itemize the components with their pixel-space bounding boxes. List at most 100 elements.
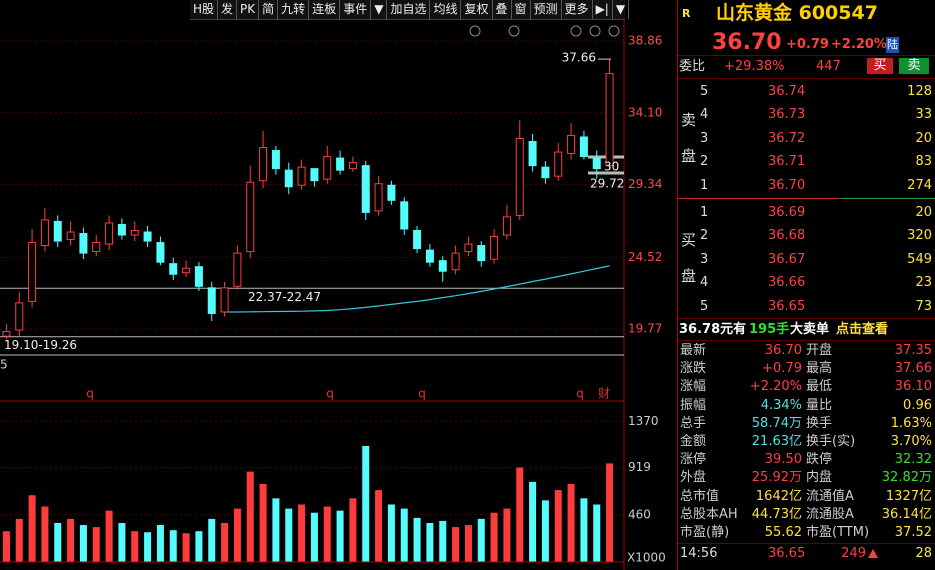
separator (678, 340, 935, 341)
candle-body (246, 181, 255, 253)
toolbar-button[interactable]: 预测 (531, 0, 562, 19)
ratio: +29.38% (724, 59, 785, 74)
notice[interactable]: 点击查看 (836, 322, 889, 337)
stat-value: 25.92万 (751, 470, 802, 486)
volume-bar (54, 522, 62, 562)
candle-body (400, 201, 409, 230)
toolbar-button[interactable]: 均线 (430, 0, 462, 19)
sell-button[interactable]: 卖 (899, 58, 929, 74)
stat-value: 3.70% (890, 434, 932, 449)
candle-body (169, 263, 178, 275)
toolbar-button[interactable]: 连板 (309, 0, 341, 19)
candle-body (387, 184, 396, 201)
separator (678, 318, 935, 319)
stock-title: 山东黄金 600547 (716, 2, 878, 24)
volume-bar (182, 533, 190, 562)
book-level: 4 (700, 107, 709, 123)
book-level: 1 (700, 177, 709, 193)
y-tick-label: 19.77 (628, 322, 662, 336)
icon[interactable] (608, 25, 620, 37)
buy-button[interactable]: 买 (867, 58, 893, 74)
toolbar-button[interactable]: 发 (218, 0, 238, 19)
volume-bar (477, 518, 485, 562)
book-price: 36.71 (768, 154, 806, 170)
volume-bar (567, 483, 575, 562)
toolbar-button[interactable]: H股 (190, 0, 219, 19)
toolbar-button[interactable]: 更多 (562, 0, 593, 19)
icon[interactable] (508, 25, 520, 37)
candle-body (156, 242, 165, 263)
stat-label: 最低 (806, 379, 833, 395)
y-tick-label: 34.10 (628, 105, 662, 119)
volume-bar (259, 483, 267, 562)
stat-label: 跌停 (806, 452, 833, 468)
separator (678, 78, 935, 79)
volume-bar (541, 500, 549, 562)
toolbar-button[interactable]: ▼ (371, 0, 388, 19)
candle-body (143, 231, 152, 242)
candle-body (348, 162, 357, 170)
candle-body (271, 150, 280, 170)
tool-icons[interactable] (469, 25, 620, 37)
moving-average (224, 265, 610, 313)
toolbar-button[interactable]: 加自选 (387, 0, 431, 19)
volume-bar (144, 532, 152, 562)
icon[interactable] (589, 25, 601, 37)
candle-body (579, 136, 588, 158)
candle-body (105, 222, 114, 245)
candle-body (464, 243, 473, 253)
toolbar-button[interactable]: 简 (259, 0, 279, 19)
volume-bar (272, 498, 280, 562)
toolbar-button[interactable]: 复权 (461, 0, 493, 19)
icon[interactable] (570, 25, 582, 37)
candle-body (233, 252, 242, 287)
y-tick-label: 29.34 (628, 177, 662, 191)
separator (841, 198, 935, 199)
event-marker: q (326, 387, 334, 401)
volume-bar (221, 522, 229, 562)
price-mark-label: 30 (604, 160, 619, 174)
volume-bar (310, 512, 318, 562)
volume-bar (452, 527, 460, 562)
separator (678, 55, 935, 56)
volume-bar (349, 498, 357, 562)
separator (678, 543, 935, 544)
volume-bar (131, 531, 139, 562)
toolbar-button[interactable]: PK (237, 0, 260, 19)
side-label: 卖 (681, 111, 697, 129)
stat-value: 36.10 (894, 379, 932, 395)
book-level: 3 (700, 130, 709, 146)
candle-body (182, 267, 191, 274)
book-level: 2 (700, 228, 709, 244)
toolbar-button[interactable]: ▼ (613, 0, 630, 19)
book-volume: 33 (915, 107, 932, 123)
tick-price: 36.65 (768, 546, 806, 561)
stat-label: 换手(实) (806, 434, 856, 449)
candle-body (490, 236, 499, 260)
book-level: 5 (700, 84, 709, 99)
toolbar-button[interactable]: 九转 (278, 0, 310, 19)
event-marker: 财 (598, 387, 610, 401)
book-price: 36.68 (768, 228, 806, 244)
toolbar-button[interactable]: 事件 (340, 0, 372, 19)
toolbar-button[interactable]: 窗 (512, 0, 531, 19)
toolbar-button[interactable]: ▶| (593, 0, 613, 19)
side-label: 盘 (681, 147, 697, 165)
quote-panel: R 山东黄金 600547 36.70 +0.79 +2.20% 陆委比 +29.38% 44… (677, 0, 935, 570)
stat-value: 1.63% (890, 415, 932, 431)
volume-bar (41, 506, 49, 562)
book-volume: 274 (907, 177, 932, 193)
y-tick-label: 919 (628, 460, 651, 474)
toolbar-button[interactable]: 叠 (493, 0, 512, 19)
volume-bar (464, 525, 472, 562)
candle-body (413, 229, 422, 250)
candle-body (79, 233, 88, 254)
candle-body (2, 331, 11, 337)
tick-count: 28 (915, 546, 932, 561)
icon[interactable] (469, 25, 481, 37)
book-price: 36.72 (768, 130, 806, 146)
candle-body (336, 157, 345, 171)
candle-body (605, 73, 614, 167)
candle-body (567, 134, 576, 155)
notice: 36.78元有 (679, 322, 747, 337)
